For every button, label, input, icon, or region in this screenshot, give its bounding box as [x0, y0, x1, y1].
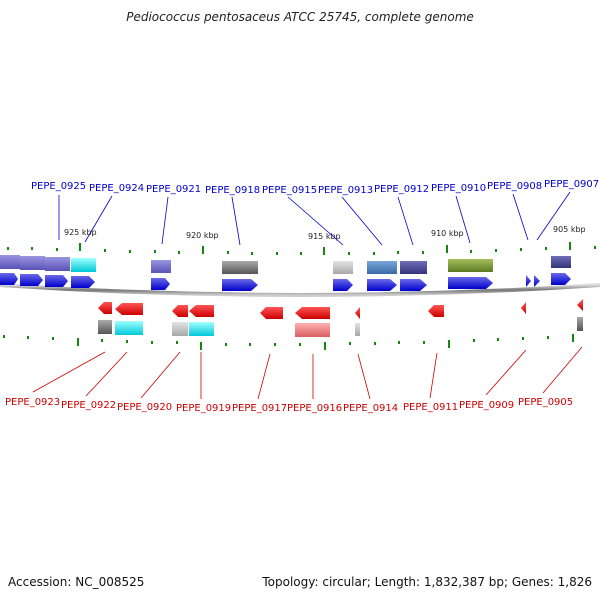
- scale-label: 905 kbp: [553, 225, 586, 234]
- gene-label: PEPE_0908: [487, 181, 542, 192]
- reverse-arrow: [98, 302, 112, 314]
- forward-arrow: [448, 277, 493, 289]
- reverse-arrow: [189, 305, 214, 317]
- forward-arrow: [222, 279, 258, 291]
- feature-box: [189, 322, 214, 336]
- forward-arrow: [71, 276, 95, 288]
- reverse-arrow: [295, 307, 330, 319]
- gene-label: PEPE_0910: [431, 183, 486, 194]
- gene-label: PEPE_0915: [262, 185, 317, 196]
- bottom-gene-labels: PEPE_0923 PEPE_0922 PEPE_0920 PEPE_0919 …: [5, 397, 573, 414]
- lower-tick-row: [3, 334, 574, 350]
- accession-text: Accession: NC_008525: [8, 575, 145, 589]
- gene-label: PEPE_0925: [31, 181, 86, 192]
- scale-label: 910 kbp: [431, 229, 464, 238]
- feature-box: [172, 322, 188, 336]
- forward-arrow: [551, 273, 571, 285]
- forward-arrow: [20, 274, 43, 286]
- upper-tick-row: [7, 242, 596, 255]
- gene-label: PEPE_0911: [403, 402, 458, 413]
- bottom-leader-lines: [32, 346, 583, 400]
- scale-label: 925 kbp: [64, 228, 97, 237]
- top-leader-lines: [58, 191, 571, 246]
- top-gene-labels: PEPE_0925 PEPE_0924 PEPE_0921 PEPE_0918 …: [31, 179, 599, 196]
- forward-feature-boxes: [0, 255, 571, 274]
- feature-box: [98, 320, 112, 334]
- gene-label: PEPE_0920: [117, 402, 172, 413]
- gene-label: PEPE_0912: [374, 184, 429, 195]
- feature-box: [367, 261, 397, 274]
- gene-label: PEPE_0905: [518, 397, 573, 408]
- gene-label: PEPE_0909: [459, 400, 514, 411]
- feature-box: [577, 317, 583, 331]
- gene-label: PEPE_0914: [343, 403, 398, 414]
- forward-arrow: [0, 273, 18, 285]
- reverse-arrow: [172, 305, 188, 317]
- gene-label: PEPE_0923: [5, 397, 60, 408]
- gene-label: PEPE_0907: [544, 179, 599, 190]
- reverse-arrow: [260, 307, 283, 319]
- map-title: Pediococcus pentosaceus ATCC 25745, comp…: [126, 10, 474, 24]
- gene-label: PEPE_0924: [89, 183, 144, 194]
- gene-label: PEPE_0921: [146, 184, 201, 195]
- feature-box: [45, 257, 70, 271]
- genome-summary-text: Topology: circular; Length: 1,832,387 bp…: [262, 575, 592, 589]
- feature-box: [355, 323, 360, 336]
- reverse-arrow: [521, 302, 526, 314]
- gene-label: PEPE_0919: [176, 403, 231, 414]
- feature-box: [71, 258, 96, 272]
- gene-label: PEPE_0918: [205, 185, 260, 196]
- scale-label: 915 kbp: [308, 232, 341, 241]
- reverse-arrow: [428, 305, 444, 317]
- reverse-arrow: [355, 307, 360, 319]
- feature-box: [448, 259, 493, 272]
- gene-label: PEPE_0917: [232, 403, 287, 414]
- feature-box: [151, 260, 171, 273]
- forward-strand-arrows: [0, 273, 571, 291]
- forward-arrow: [400, 279, 427, 291]
- forward-arrow: [151, 278, 170, 290]
- feature-box: [0, 255, 20, 269]
- feature-box: [115, 321, 143, 335]
- reverse-arrow: [577, 299, 583, 311]
- gene-label: PEPE_0916: [287, 403, 342, 414]
- feature-box: [222, 261, 258, 274]
- feature-box: [20, 256, 45, 270]
- reverse-arrow: [115, 303, 143, 315]
- forward-arrow: [333, 279, 353, 291]
- feature-box: [295, 323, 330, 337]
- forward-arrow: [526, 275, 531, 287]
- feature-box: [400, 261, 427, 274]
- scale-label: 920 kbp: [186, 231, 219, 240]
- backbone-arc: [0, 283, 600, 297]
- feature-box: [551, 256, 571, 268]
- forward-arrow: [45, 275, 68, 287]
- gene-label: PEPE_0913: [318, 185, 373, 196]
- gene-label: PEPE_0922: [61, 400, 116, 411]
- reverse-strand-arrows: [98, 299, 583, 319]
- feature-box: [333, 261, 353, 274]
- forward-arrow: [534, 275, 540, 287]
- forward-arrow: [367, 279, 397, 291]
- reverse-feature-boxes: [98, 317, 583, 337]
